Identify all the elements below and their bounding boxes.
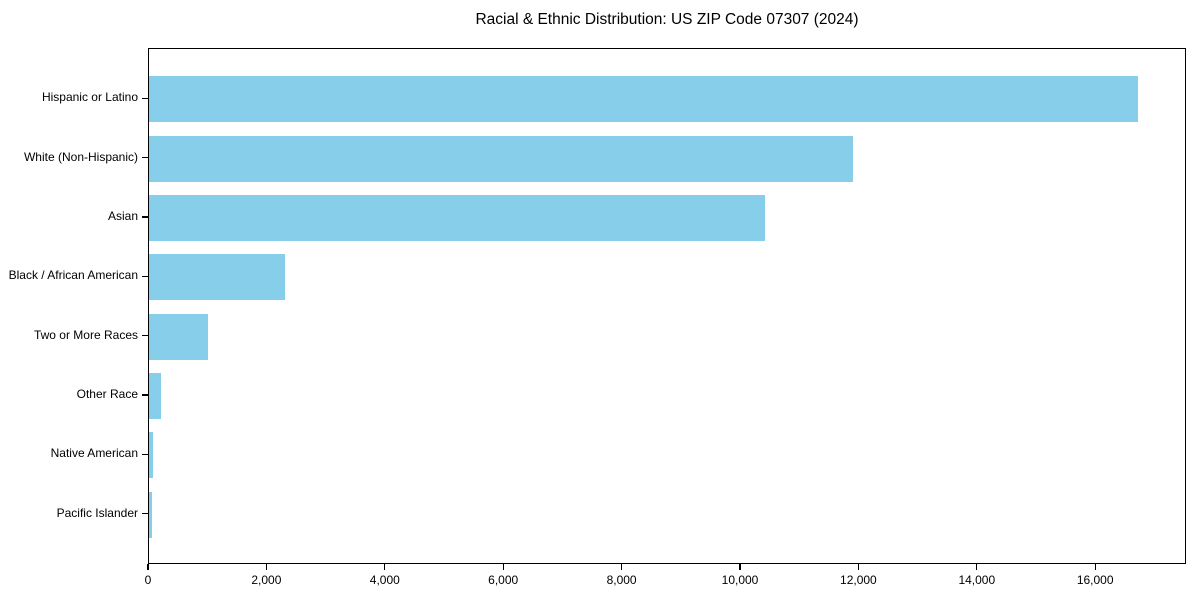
plot-area	[148, 48, 1186, 564]
bar	[149, 372, 161, 419]
y-axis-tick	[142, 394, 148, 396]
y-tick-label: Two or More Races	[33, 327, 138, 342]
bar	[149, 195, 765, 242]
x-tick-label: 2,000	[251, 573, 282, 587]
x-axis-tick	[265, 564, 267, 570]
x-tick-label: 4,000	[369, 573, 400, 587]
chart-title: Racial & Ethnic Distribution: US ZIP Cod…	[475, 11, 859, 28]
bar	[149, 432, 153, 479]
y-tick-label: Native American	[50, 446, 138, 461]
y-axis-tick	[142, 275, 148, 277]
y-axis-tick	[142, 335, 148, 337]
x-axis-tick	[502, 564, 504, 570]
y-tick-label: White (Non-Hispanic)	[23, 149, 138, 164]
y-tick-label: Pacific Islander	[56, 505, 138, 520]
x-tick-label: 8,000	[606, 573, 637, 587]
bar	[149, 313, 209, 360]
x-axis-tick	[384, 564, 386, 570]
y-tick-label: Asian	[107, 209, 138, 224]
x-axis-tick	[621, 564, 623, 570]
x-axis-tick	[857, 564, 859, 570]
y-tick-label: Hispanic or Latino	[41, 90, 138, 105]
x-tick-label: 6,000	[488, 573, 519, 587]
bar	[149, 254, 286, 301]
x-axis-tick	[147, 564, 149, 570]
y-tick-label: Black / African American	[8, 268, 138, 283]
x-axis-tick	[976, 564, 978, 570]
x-axis-tick	[1094, 564, 1096, 570]
y-tick-label: Other Race	[76, 386, 138, 401]
y-axis-tick	[142, 216, 148, 218]
x-axis-tick	[739, 564, 741, 570]
bar	[149, 76, 1138, 123]
y-axis-tick	[142, 453, 148, 455]
x-tick-label: 10,000	[721, 573, 759, 587]
x-tick-label: 12,000	[840, 573, 877, 587]
y-axis-tick	[142, 512, 148, 515]
x-tick-label: 0	[144, 573, 152, 587]
y-axis-tick	[142, 97, 148, 99]
y-axis-tick	[142, 157, 148, 159]
x-tick-label: 14,000	[958, 573, 996, 587]
bar	[149, 135, 854, 182]
bar	[149, 491, 152, 538]
x-tick-label: 16,000	[1076, 573, 1114, 587]
